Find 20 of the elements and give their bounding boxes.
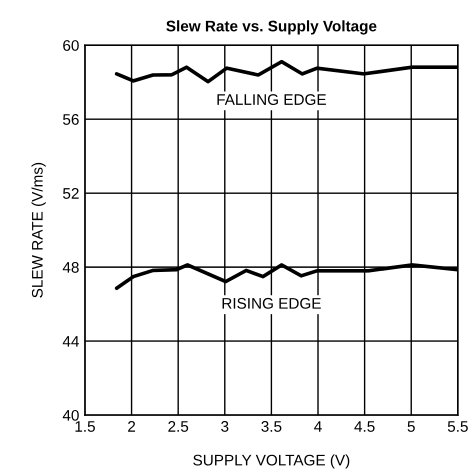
- x-tick-label: 3: [221, 421, 228, 432]
- x-tick-label: 2: [128, 421, 136, 432]
- y-tick-label: 44: [62, 336, 79, 347]
- x-tick-label: 4.5: [354, 421, 375, 432]
- x-tick-label: 4: [314, 421, 322, 432]
- chart-title: Slew Rate vs. Supply Voltage: [166, 20, 376, 35]
- x-tick-label: 3.5: [261, 421, 282, 432]
- series-label: RISING EDGE: [222, 298, 321, 309]
- y-tick-label: 40: [62, 410, 79, 421]
- x-tick-label: 2.5: [168, 421, 188, 432]
- y-tick-label: 56: [63, 114, 79, 125]
- y-tick-label: 52: [63, 188, 79, 199]
- series-label: FALLING EDGE: [217, 94, 326, 105]
- x-tick-label: 1.5: [76, 421, 95, 432]
- x-tick-label: 5.5: [448, 421, 468, 432]
- y-tick-label: 60: [63, 40, 79, 51]
- x-axis-title: SUPPLY VOLTAGE (V): [193, 454, 350, 469]
- y-tick-label: 48: [62, 262, 79, 273]
- x-tick-label: 5: [408, 421, 415, 432]
- y-axis-title: SLEW RATE (V/ms): [32, 162, 46, 298]
